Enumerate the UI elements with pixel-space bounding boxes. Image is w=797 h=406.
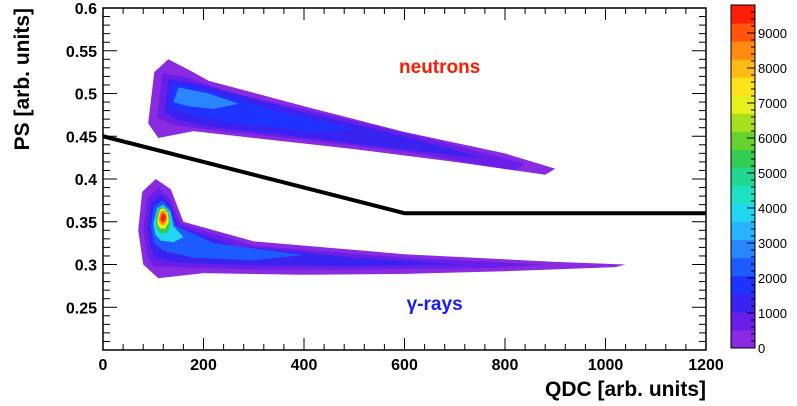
- colorbar-tick-label: 1000: [758, 306, 787, 321]
- y-tick-label: 0.45: [66, 129, 97, 146]
- contour-neutrons-4: [173, 87, 239, 109]
- y-tick-label: 0.25: [66, 300, 97, 317]
- x-tick-label: 200: [190, 357, 217, 374]
- y-tick-label: 0.35: [66, 215, 97, 232]
- colorbar-tick-label: 2000: [758, 271, 787, 286]
- colorbar-tick-label: 9000: [758, 26, 787, 41]
- colorbar-segment: [731, 23, 755, 42]
- y-tick-label: 0.6: [75, 1, 97, 18]
- colorbar-frame: [730, 4, 756, 349]
- y-tick-label: 0.5: [75, 87, 97, 104]
- x-axis-title: QDC [arb. units]: [545, 378, 706, 401]
- y-tick-label: 0.3: [75, 258, 97, 275]
- colorbar-segment: [731, 59, 755, 78]
- annotation-neutrons: neutrons: [399, 57, 480, 78]
- x-tick-label: 1000: [588, 357, 624, 374]
- colorbar-segment: [731, 5, 755, 24]
- colorbar-segment: [731, 239, 755, 259]
- x-tick-label: 0: [99, 357, 108, 374]
- colorbar-tick-label: 5000: [758, 166, 787, 181]
- separation-line: [102, 134, 706, 216]
- contour-rays-3: [150, 200, 304, 261]
- colorbar-segment: [731, 149, 755, 168]
- colorbar-segment: [731, 257, 755, 277]
- colorbar-tick-label: 0: [758, 341, 765, 356]
- colorbar-tick-label: 7000: [758, 96, 787, 111]
- contour-neutrons-2: [164, 79, 485, 159]
- colorbar-tick-label: 8000: [758, 61, 787, 76]
- colorbar-segment: [731, 203, 755, 223]
- colorbar-tick-label: 6000: [758, 131, 787, 146]
- colorbar-segment: [731, 185, 755, 205]
- colorbar-segment: [731, 41, 755, 60]
- contour-rays-8: [160, 213, 166, 223]
- plot-area: [103, 8, 706, 350]
- colorbar-tick-label: 4000: [758, 201, 787, 216]
- annotation-rays: γ-rays: [407, 294, 463, 315]
- x-tick-label: 400: [291, 357, 318, 374]
- colorbar-segment: [731, 221, 755, 241]
- colorbar-segment: [731, 167, 755, 187]
- colorbar-tick-label: 3000: [758, 236, 787, 251]
- colorbar-segment: [731, 275, 755, 295]
- contour-neutrons-3: [169, 83, 355, 132]
- colorbar-segment: [731, 293, 755, 313]
- colorbar-segment: [731, 95, 755, 114]
- colorbar-segment: [731, 311, 755, 331]
- x-tick-label: 600: [391, 357, 418, 374]
- colorbar-segment: [731, 77, 755, 96]
- y-tick-label: 0.4: [75, 172, 97, 189]
- colorbar-segment: [731, 329, 755, 349]
- x-tick-label: 800: [492, 357, 519, 374]
- x-tick-label: 1200: [688, 357, 724, 374]
- y-tick-label: 0.55: [66, 44, 97, 61]
- y-axis-title: PS [arb. units]: [11, 8, 34, 150]
- colorbar-segment: [731, 131, 755, 150]
- colorbar-segment: [731, 113, 755, 132]
